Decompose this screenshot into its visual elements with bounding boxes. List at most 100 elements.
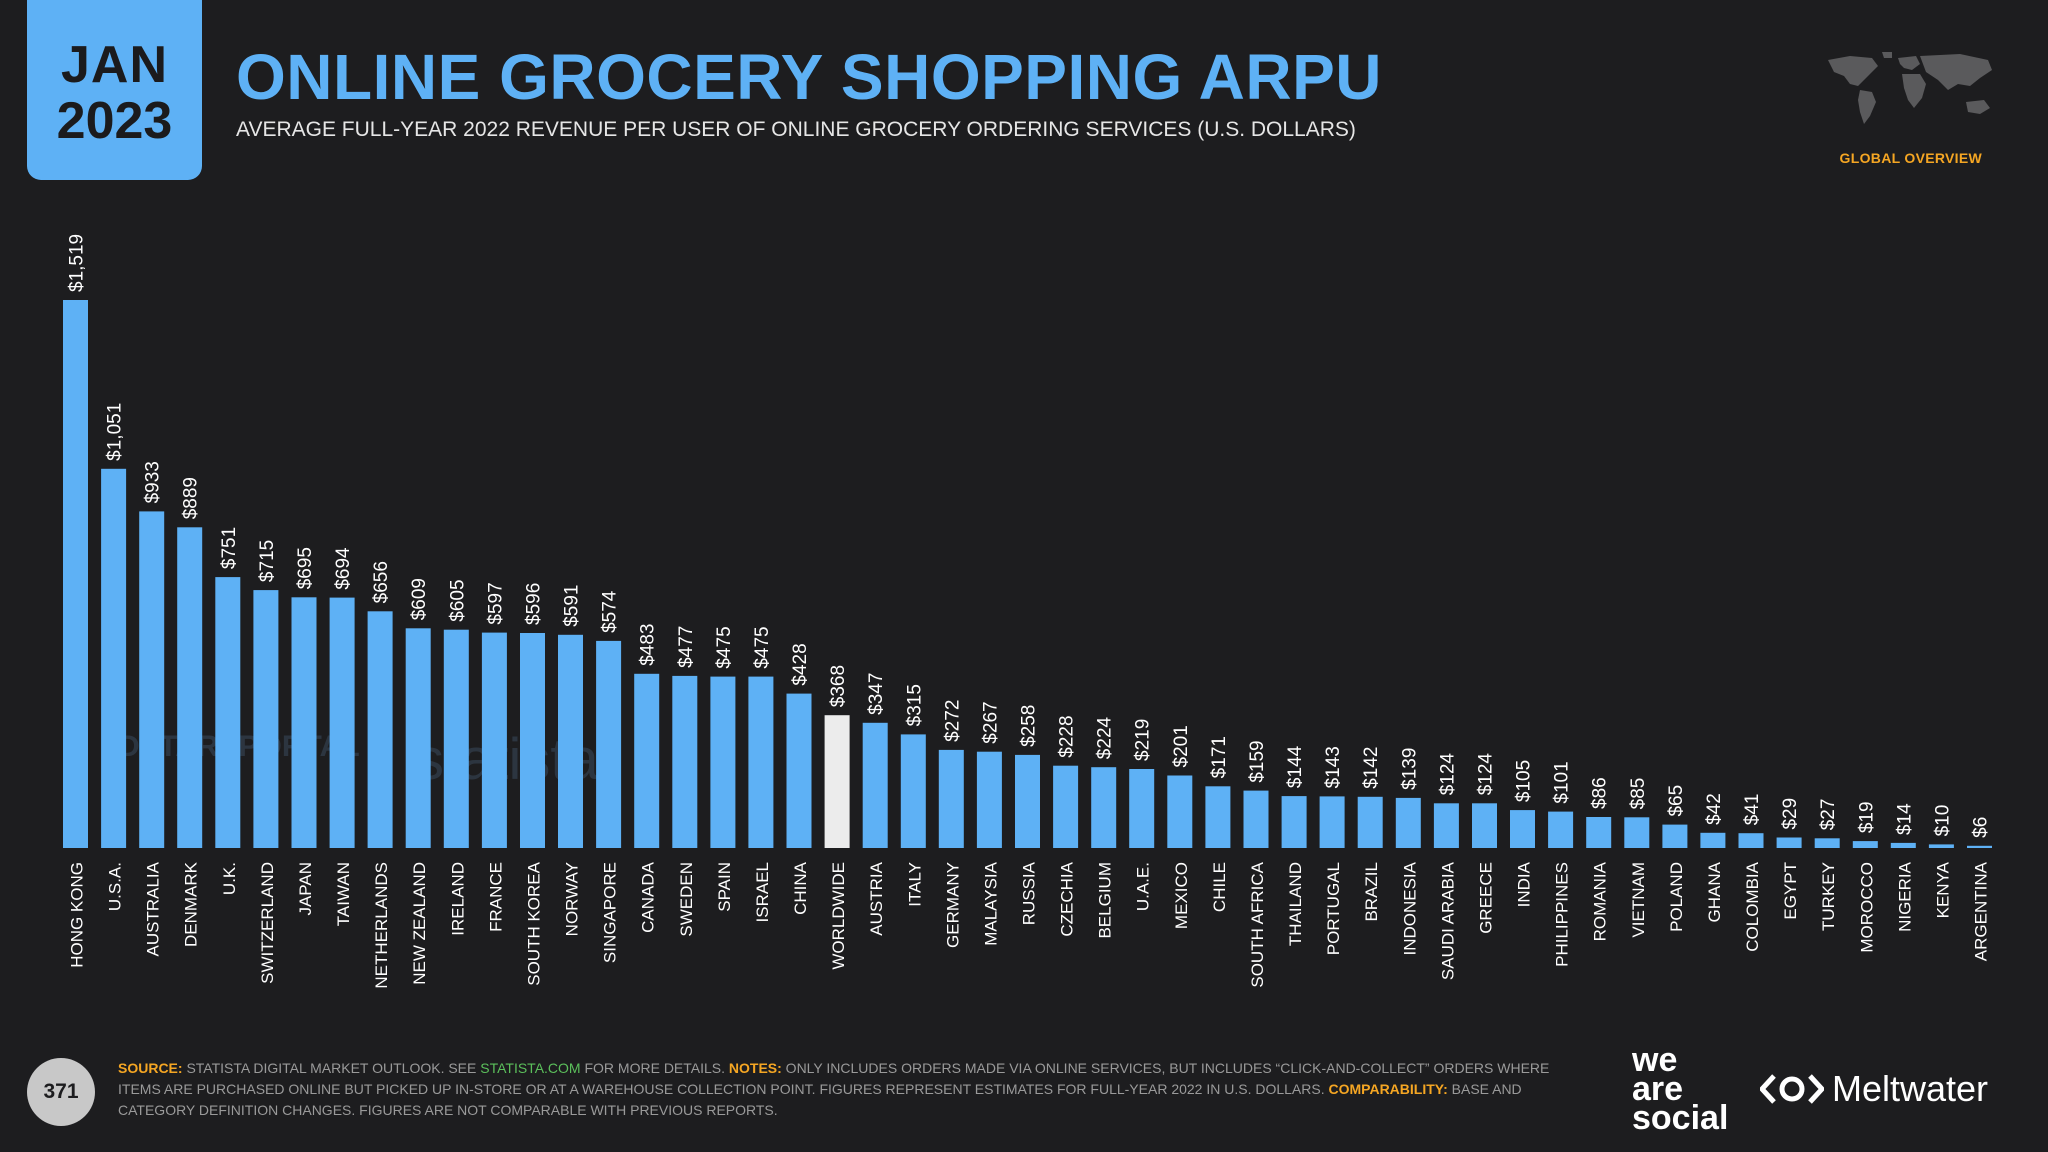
category-label: NEW ZEALAND [410,862,429,985]
category-label: SAUDI ARABIA [1438,861,1457,980]
category-label: ARGENTINA [1972,861,1991,961]
category-label: CZECHIA [1058,861,1077,936]
bar-poland [1662,824,1688,848]
category-label: AUSTRALIA [144,861,163,956]
value-label: $656 [371,561,392,603]
category-label: BELGIUM [1096,862,1115,939]
bar-egypt [1776,837,1802,848]
value-label: $6 [1971,817,1992,838]
bar-singapore [596,640,622,848]
bar-denmark [177,527,203,848]
category-label: PHILIPPINES [1553,862,1572,967]
category-label: HONG KONG [68,862,87,968]
category-label: GERMANY [943,862,962,948]
bar-u-a-e- [1129,769,1155,848]
category-label: INDIA [1515,861,1534,907]
bar-hong-kong [63,300,88,848]
bar-belgium [1091,767,1117,848]
category-label: U.A.E. [1134,862,1153,911]
value-label: $171 [1209,736,1230,778]
bar-colombia [1738,833,1764,848]
category-label: GHANA [1705,861,1724,922]
footnote: SOURCE: STATISTA DIGITAL MARKET OUTLOOK.… [118,1058,1588,1121]
category-label: JAPAN [296,862,315,916]
we-are-social-logo: we are social [1632,1041,1729,1137]
logo-word-we: we [1632,1041,1678,1079]
category-label: CHINA [791,861,810,915]
notes-text: ONLY INCLUDES ORDERS MADE VIA ONLINE SER… [118,1060,1550,1097]
value-label: $751 [219,527,240,569]
meltwater-mark-icon [1760,1074,1824,1104]
category-label: COLOMBIA [1743,861,1762,951]
bar-italy [900,734,926,848]
bar-vietnam [1624,817,1650,848]
date-month: JAN [60,36,169,94]
comparability-key: COMPARABILITY: [1328,1081,1448,1097]
source-link[interactable]: STATISTA.COM [480,1060,581,1076]
bar-sweden [672,675,698,848]
category-label: U.K. [220,862,239,895]
value-label: $41 [1742,794,1763,826]
bar-worldwide [824,715,850,848]
value-label: $475 [714,626,735,668]
global-overview-label: GLOBAL OVERVIEW [1839,150,1982,166]
category-label: ISRAEL [753,862,772,922]
category-label: BRAZIL [1362,862,1381,922]
value-label: $889 [181,477,202,519]
value-label: $475 [752,626,773,668]
notes-key: NOTES: [728,1060,782,1076]
category-label: MOROCCO [1857,862,1876,953]
category-label: NIGERIA [1895,861,1914,932]
bar-chile [1205,786,1231,848]
category-label: CANADA [639,861,658,933]
bar-u-s-a- [101,468,127,848]
category-label: VIETNAM [1629,862,1648,938]
value-label: $101 [1552,761,1573,803]
value-label: $159 [1247,740,1268,782]
value-label: $124 [1475,753,1496,796]
value-label: $19 [1856,801,1877,833]
value-label: $694 [333,547,354,590]
page-number: 371 [27,1058,95,1126]
category-label: FRANCE [486,862,505,932]
bar-malaysia [976,751,1002,848]
value-label: $428 [790,643,811,685]
category-label: NORWAY [563,862,582,936]
bar-romania [1586,817,1612,848]
value-label: $591 [562,585,583,627]
category-label: THAILAND [1286,862,1305,946]
value-label: $272 [942,700,963,742]
value-label: $29 [1780,798,1801,830]
world-map-icon [1828,52,1992,124]
category-label: TAIWAN [334,862,353,926]
bar-mexico [1167,775,1193,848]
value-label: $609 [409,578,430,620]
value-label: $85 [1628,778,1649,810]
value-label: $139 [1399,748,1420,790]
bar-taiwan [329,597,355,848]
bar-turkey [1814,838,1840,848]
bar-south-africa [1243,790,1269,848]
bar-saudi-arabia [1433,803,1459,848]
value-label: $315 [904,684,925,726]
bar-austria [862,722,888,848]
bar-u-k- [215,577,241,848]
category-label: DENMARK [182,861,201,947]
category-label: INDONESIA [1400,861,1419,955]
category-label: SINGAPORE [601,862,620,963]
value-label: $258 [1019,705,1040,747]
value-label: $368 [828,665,849,707]
logo-word-social: social [1632,1098,1729,1137]
value-label: $596 [523,583,544,625]
category-label: WORLDWIDE [829,862,848,970]
category-label: SPAIN [715,862,734,912]
bar-kenya [1928,844,1954,848]
meltwater-wordmark: Meltwater [1832,1068,1989,1109]
bar-germany [938,749,964,848]
bar-ireland [443,629,469,848]
comparability-text: BASE AND CATEGORY DEFINITION CHANGES. FI… [118,1081,1522,1118]
bar-thailand [1281,796,1307,848]
category-label: SWITZERLAND [258,862,277,984]
bar-israel [748,676,774,848]
bar-chart: $1,519 HONG KONG $1,051 U.S.A. $933 AUSTRALIA… [63,234,1992,989]
